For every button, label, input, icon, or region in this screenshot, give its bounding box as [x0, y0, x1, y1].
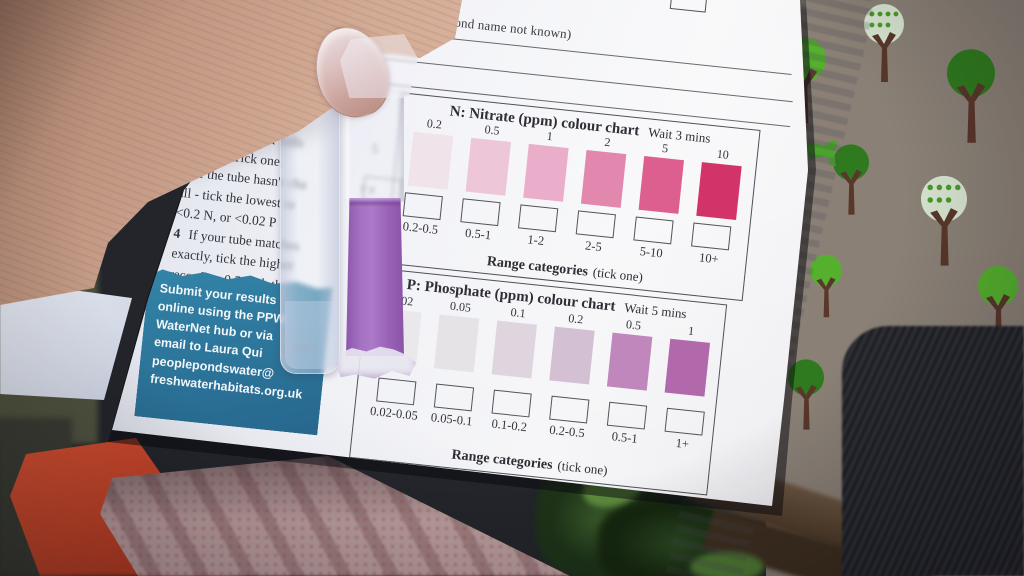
- swatch-label: 1: [546, 128, 554, 144]
- phosphate-tube-purple-liquid: [346, 198, 404, 356]
- range-label: 0.02-0.05: [369, 403, 419, 423]
- swatch-colour: [580, 149, 627, 208]
- range-checkbox-0.2-0.5: [549, 395, 590, 424]
- swatch-0.5: 0.5: [465, 121, 513, 196]
- swatch-colour: [407, 131, 454, 190]
- nitrate-test-tube: [280, 84, 340, 374]
- dark-knit-fabric: [842, 326, 1024, 576]
- nitrate-tick-note: (tick one): [592, 264, 644, 285]
- swatch-label: 10: [716, 146, 730, 162]
- swatch-0.1: 0.1: [491, 304, 539, 379]
- swatch-label: 0.5: [483, 122, 501, 138]
- swatch-colour: [549, 326, 595, 385]
- moss-patch: [690, 552, 764, 576]
- phosphate-colour-chart: P: Phosphate (ppm) colour chart Wait 5 mi…: [349, 266, 728, 496]
- swatch-colour: [664, 338, 711, 397]
- swatch-5: 5: [638, 139, 686, 214]
- swatch-10: 10: [696, 145, 743, 220]
- swatch-0.2: 0.2: [549, 310, 596, 385]
- tree-motif: [947, 49, 995, 143]
- tree-motif: [810, 254, 842, 318]
- range-checkbox-0.5-1: [460, 198, 501, 227]
- nitrate-range-title: Range categories: [486, 254, 589, 280]
- swatch-0.2: 0.2: [407, 115, 455, 190]
- tree-motif: [864, 4, 904, 82]
- range-label: 5-10: [639, 244, 664, 261]
- tree-motif: [833, 144, 869, 215]
- swatch-colour: [433, 314, 480, 373]
- swatch-label: 2: [603, 134, 612, 150]
- phosphate-tube-rim: [340, 34, 418, 98]
- liquid-meniscus: [346, 198, 404, 207]
- range-checkbox-0.02-0.05: [376, 377, 417, 406]
- swatch-label: 1: [687, 323, 695, 339]
- swatch-colour: [606, 332, 653, 391]
- tree-motif: [978, 266, 1018, 344]
- swatch-1: 1: [523, 127, 570, 202]
- swatch-colour: [638, 156, 685, 214]
- range-checkbox-1-2: [517, 204, 559, 233]
- swatch-label: 0.05: [449, 298, 472, 315]
- range-checkbox-1+: [664, 407, 705, 436]
- range-checkbox-0.5-1: [606, 401, 648, 430]
- range-label: 0.5-1: [464, 225, 492, 243]
- swatch-label: 0.5: [625, 317, 642, 333]
- swatch-2: 2: [580, 133, 628, 208]
- swatch-colour: [523, 143, 569, 202]
- range-checkbox-2-5: [575, 210, 616, 239]
- phosphate-range-title: Range categories: [450, 447, 554, 474]
- range-checkbox-0.05-0.1: [433, 383, 475, 412]
- range-checkbox-10+: [691, 222, 732, 251]
- nitrate-tube-liquid: [285, 301, 335, 369]
- range-label: 10+: [698, 250, 720, 267]
- swatch-colour: [696, 162, 742, 220]
- swatch-colour: [465, 137, 511, 196]
- range-label: 1-2: [526, 232, 545, 248]
- range-label: 0.05-0.1: [430, 410, 474, 429]
- range-checkbox-0.2-0.5: [402, 192, 443, 221]
- tree-motif: [788, 359, 824, 430]
- swatch-0.5: 0.5: [606, 316, 654, 391]
- swatch-label: 0.1: [509, 304, 527, 321]
- range-label: 0.1-0.2: [490, 416, 528, 435]
- range-checkbox-0.1-0.2: [491, 389, 532, 418]
- swatch-label: 0.2: [426, 116, 443, 132]
- nitrate-colour-chart: N: Nitrate (ppm) colour chart Wait 3 mins…: [362, 92, 761, 302]
- range-label: 2-5: [584, 238, 603, 255]
- swatch-label: 5: [661, 140, 669, 156]
- swatch-label: 0.2: [567, 311, 585, 327]
- swatch-1: 1: [664, 322, 712, 397]
- range-label: 0.5-1: [611, 429, 639, 446]
- phosphate-tick-note: (tick one): [556, 457, 609, 478]
- swatch-colour: [491, 320, 538, 379]
- range-label: 1+: [675, 435, 690, 452]
- range-label: 0.2-0.5: [548, 422, 586, 441]
- tree-motif: [921, 175, 967, 266]
- swatch-0.05: 0.05: [433, 298, 481, 373]
- range-checkbox-5-10: [633, 216, 674, 245]
